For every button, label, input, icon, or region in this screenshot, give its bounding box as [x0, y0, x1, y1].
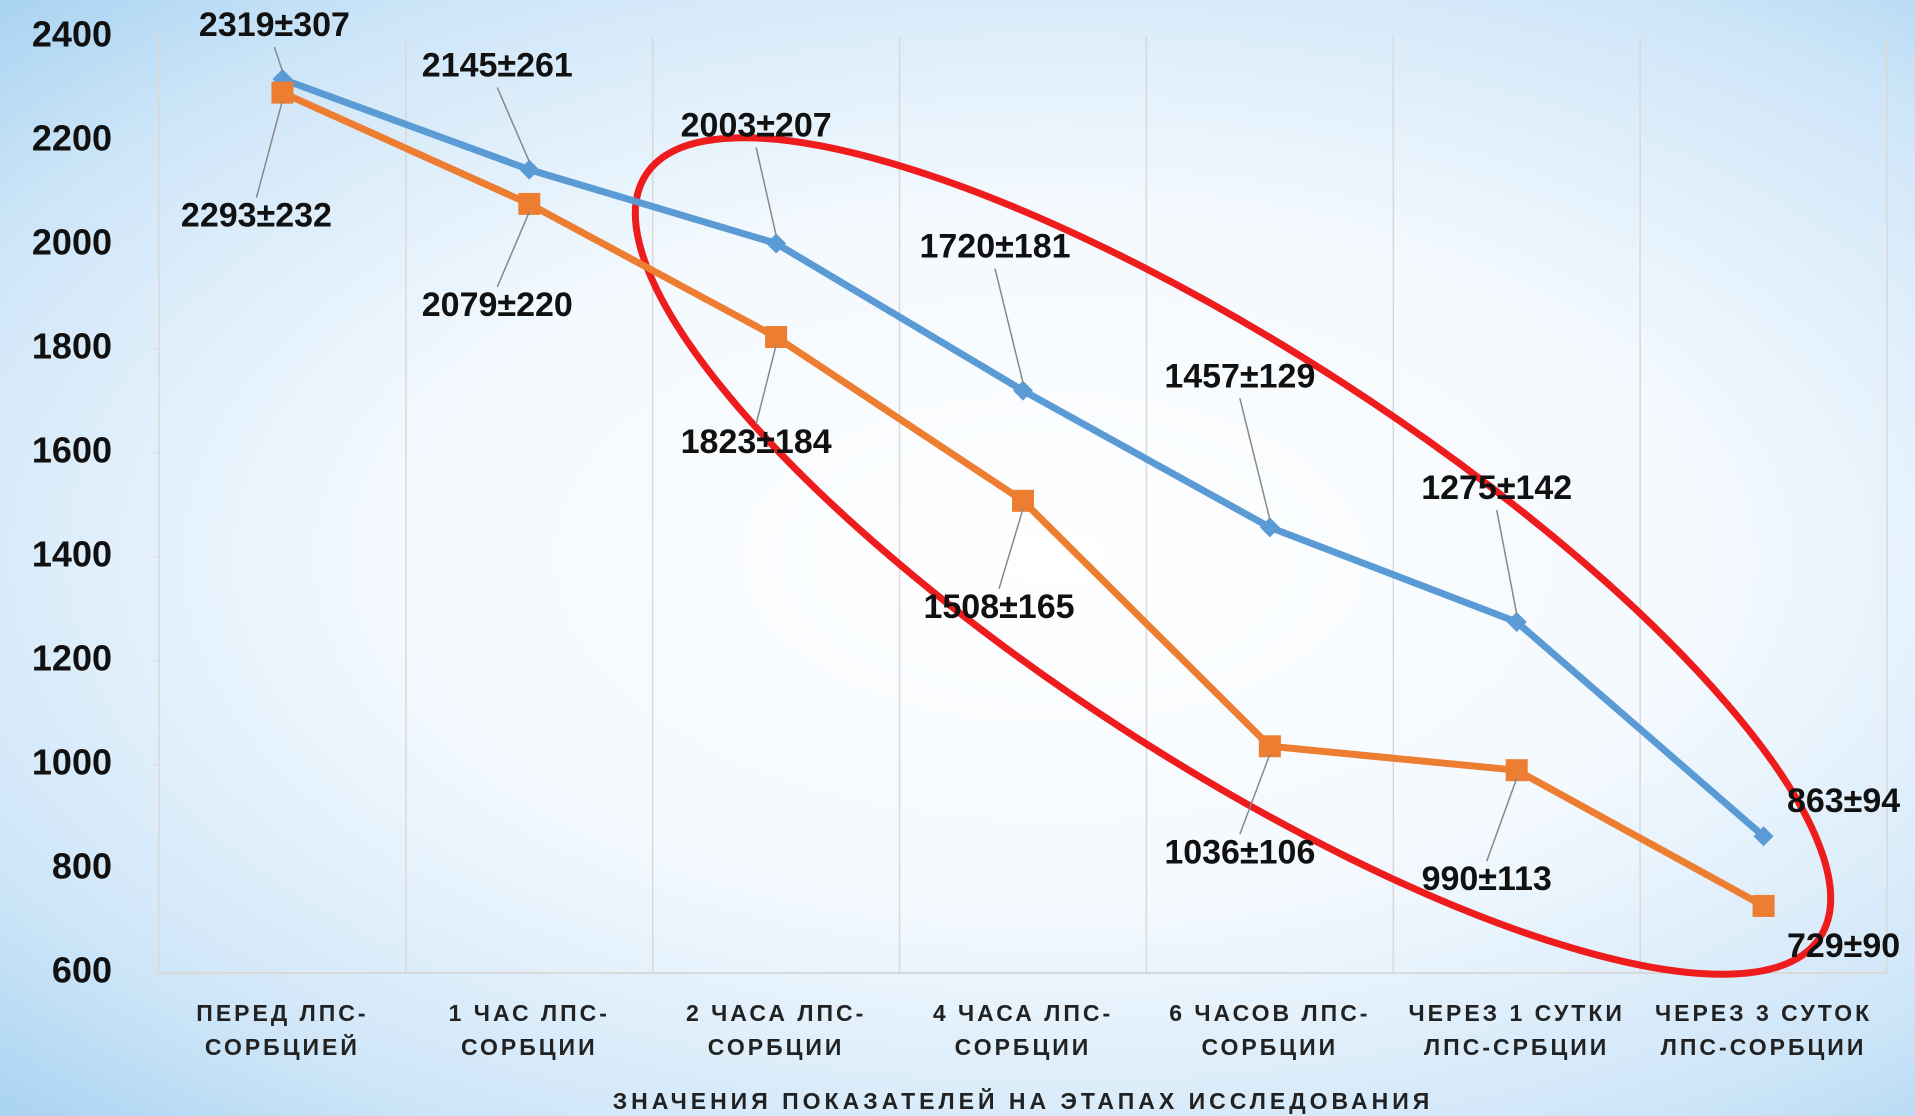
y-tick-label: 600	[52, 950, 112, 991]
data-label: 1720±181	[919, 228, 1070, 266]
x-axis-title: ЗНАЧЕНИЯ ПОКАЗАТЕЛЕЙ НА ЭТАПАХ ИССЛЕДОВА…	[612, 1088, 1434, 1114]
leader-line	[998, 508, 1024, 590]
leader-line	[496, 211, 530, 288]
y-tick-label: 1800	[32, 326, 112, 367]
y-tick-label: 1200	[32, 638, 112, 679]
y-tick-label: 1600	[32, 430, 112, 471]
data-label: 1036±106	[1164, 833, 1315, 871]
data-label: 1275±142	[1421, 469, 1572, 507]
y-tick-label: 800	[52, 846, 112, 887]
marker	[1506, 612, 1527, 632]
data-label: 2145±261	[422, 47, 573, 85]
y-tick-label: 1000	[32, 742, 112, 783]
marker	[1012, 489, 1034, 512]
data-label: 1823±184	[681, 423, 832, 461]
leader-line	[273, 46, 284, 72]
leader-line	[1495, 509, 1518, 615]
marker	[271, 81, 294, 104]
x-tick-label: 6 ЧАСОВ ЛПС-СОРБЦИИ	[1169, 1000, 1371, 1060]
leader-line	[994, 268, 1024, 383]
leader-line	[755, 147, 777, 236]
data-label: 2319±307	[199, 6, 350, 44]
marker	[1258, 735, 1281, 758]
marker	[1259, 517, 1280, 538]
x-tick-label: ПЕРЕД ЛПС-СОРБЦИЕЙ	[196, 1000, 369, 1060]
marker	[1753, 826, 1774, 847]
y-tick-label: 2200	[32, 118, 112, 159]
y-tick-label: 2400	[32, 14, 112, 55]
data-label: 2293±232	[181, 197, 332, 235]
y-tick-label: 1400	[32, 534, 112, 575]
x-tick-label: ЧЕРЕЗ 1 СУТКИ ЛПС-СРБЦИИ	[1408, 1000, 1625, 1060]
y-tick-label: 2000	[32, 222, 112, 263]
data-label: 1508±165	[923, 588, 1074, 626]
marker	[1752, 894, 1775, 917]
data-label: 2003±207	[681, 106, 832, 144]
marker	[1013, 380, 1033, 401]
x-tick-label: ЧЕРЕЗ 3 СУТОК ЛПС-СОРБЦИИ	[1654, 1000, 1873, 1060]
marker	[518, 192, 541, 215]
data-label: 729±90	[1787, 927, 1900, 965]
data-label: 863±94	[1787, 782, 1900, 820]
x-tick-label: 1 ЧАС ЛПС-СОРБЦИИ	[448, 1000, 610, 1060]
leader-line	[1239, 398, 1271, 520]
highlight-ellipse	[631, 134, 1835, 978]
data-label: 2079±220	[422, 286, 573, 324]
marker	[766, 233, 787, 254]
x-tick-label: 4 ЧАСА ЛПС-СОРБЦИИ	[932, 1000, 1114, 1060]
leader-line	[496, 87, 530, 162]
data-label: 990±113	[1422, 860, 1552, 898]
data-label: 1457±129	[1164, 357, 1315, 395]
leader-line	[1486, 777, 1518, 862]
x-tick-label: 2 ЧАСА ЛПС-СОРБЦИИ	[685, 1000, 867, 1060]
marker	[765, 326, 788, 349]
marker	[519, 159, 540, 180]
leader-line	[755, 344, 777, 425]
leader-line	[1239, 754, 1271, 835]
marker	[1505, 759, 1528, 782]
leader-line	[255, 100, 284, 198]
